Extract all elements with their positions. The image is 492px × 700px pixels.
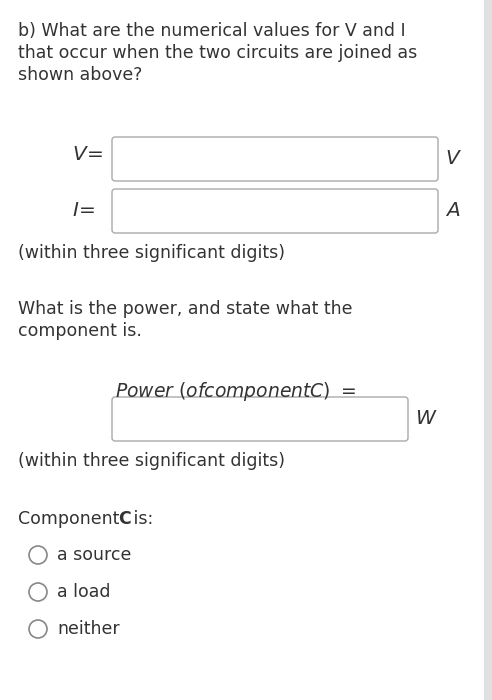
Text: C: C xyxy=(118,510,131,528)
Text: that occur when the two circuits are joined as: that occur when the two circuits are joi… xyxy=(18,44,417,62)
Text: b) What are the numerical values for V and I: b) What are the numerical values for V a… xyxy=(18,22,405,40)
Text: $I\!=\!$: $I\!=\!$ xyxy=(72,202,95,220)
FancyBboxPatch shape xyxy=(112,397,408,441)
Text: neither: neither xyxy=(57,620,120,638)
Text: a source: a source xyxy=(57,546,131,564)
Text: Component: Component xyxy=(18,510,125,528)
Text: $W$: $W$ xyxy=(415,410,437,428)
Text: (within three significant digits): (within three significant digits) xyxy=(18,452,285,470)
Text: $V\!=\!$: $V\!=\!$ xyxy=(72,146,103,164)
Text: What is the power, and state what the: What is the power, and state what the xyxy=(18,300,352,318)
FancyBboxPatch shape xyxy=(112,189,438,233)
Text: $A$: $A$ xyxy=(445,202,461,220)
Text: (within three significant digits): (within three significant digits) xyxy=(18,244,285,262)
Text: $V$: $V$ xyxy=(445,150,462,169)
Text: is:: is: xyxy=(128,510,153,528)
FancyBboxPatch shape xyxy=(484,0,492,700)
FancyBboxPatch shape xyxy=(112,137,438,181)
Text: $\mathit{Power\ (ofcomponentC)\ =}$: $\mathit{Power\ (ofcomponentC)\ =}$ xyxy=(115,380,356,403)
Text: shown above?: shown above? xyxy=(18,66,142,84)
Text: component is.: component is. xyxy=(18,322,142,340)
Text: a load: a load xyxy=(57,583,111,601)
